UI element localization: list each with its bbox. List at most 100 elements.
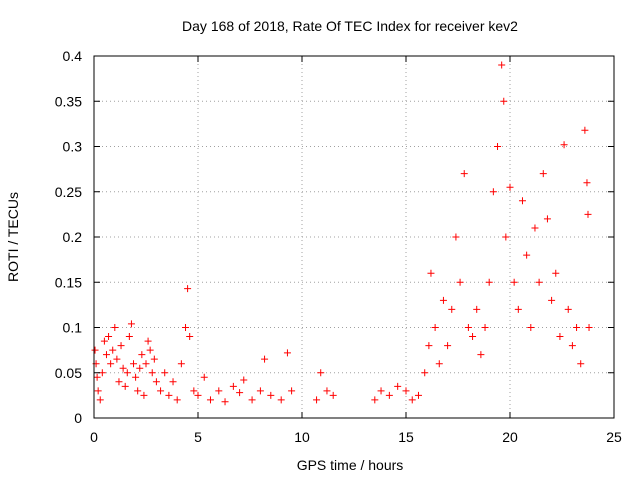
data-point — [115, 378, 123, 386]
data-point — [142, 360, 150, 368]
data-points — [91, 61, 593, 406]
plot-frame — [93, 55, 615, 419]
data-point — [113, 355, 121, 363]
data-point — [548, 296, 556, 304]
data-point — [200, 373, 208, 381]
data-point — [248, 396, 256, 404]
data-point — [585, 324, 593, 331]
data-point — [556, 333, 564, 341]
data-point — [127, 320, 135, 328]
data-point — [146, 346, 154, 354]
data-point — [96, 396, 104, 404]
data-point — [107, 360, 115, 368]
y-tick-label: 0.1 — [63, 320, 83, 336]
x-tick-label: 25 — [606, 429, 622, 445]
data-point — [119, 364, 127, 372]
data-point — [560, 141, 568, 149]
data-point — [100, 337, 108, 345]
x-tick-label: 20 — [502, 429, 518, 445]
data-point — [506, 183, 514, 191]
x-axis-label: GPS time / hours — [297, 457, 404, 473]
data-point — [111, 324, 119, 331]
data-point — [221, 398, 229, 406]
data-point — [535, 278, 543, 286]
data-point — [421, 369, 429, 377]
data-point — [132, 373, 140, 381]
data-point — [500, 97, 508, 105]
data-point — [564, 305, 572, 313]
data-point — [240, 376, 248, 384]
data-point — [456, 278, 464, 286]
data-point — [125, 333, 133, 341]
data-point — [425, 342, 433, 350]
data-point — [130, 360, 138, 368]
data-point — [323, 387, 331, 395]
data-point — [121, 382, 129, 390]
x-tick-label: 0 — [90, 429, 98, 445]
data-point — [173, 396, 181, 404]
grid-lines — [94, 56, 614, 418]
y-tick-labels: 0 0.05 0.1 0.15 0.2 0.25 0.3 0.35 0.4 — [55, 48, 82, 426]
y-tick-label: 0.25 — [55, 184, 82, 200]
data-point — [414, 391, 422, 399]
data-point — [136, 364, 144, 372]
data-point — [94, 387, 102, 395]
data-point — [583, 179, 591, 187]
y-tick-label: 0.35 — [55, 93, 82, 109]
data-point — [573, 324, 581, 331]
data-point — [394, 382, 402, 390]
data-point — [489, 188, 497, 196]
data-point — [329, 391, 337, 399]
y-tick-label: 0.3 — [63, 139, 83, 155]
data-point — [523, 251, 531, 259]
data-point — [552, 269, 560, 277]
data-point — [531, 224, 539, 232]
data-point — [485, 278, 493, 286]
data-point — [109, 346, 117, 354]
data-point — [93, 373, 101, 381]
data-point — [518, 197, 526, 205]
data-point — [510, 278, 518, 286]
data-point — [186, 333, 194, 341]
data-point — [91, 346, 99, 354]
data-point — [444, 342, 452, 350]
data-point — [215, 387, 223, 395]
data-point — [288, 387, 296, 395]
data-point — [182, 324, 190, 331]
data-point — [460, 170, 468, 178]
data-point — [577, 360, 585, 368]
data-point — [514, 305, 522, 313]
data-point — [177, 360, 185, 368]
data-point — [543, 215, 551, 223]
data-point — [377, 387, 385, 395]
data-point — [481, 324, 489, 331]
data-point — [267, 391, 275, 399]
data-point — [140, 391, 148, 399]
data-point — [206, 396, 214, 404]
data-point — [477, 351, 485, 359]
data-point — [498, 61, 506, 69]
chart-title: Day 168 of 2018, Rate Of TEC Index for r… — [182, 18, 518, 34]
data-point — [568, 342, 576, 350]
data-point — [317, 369, 325, 377]
data-point — [527, 324, 535, 331]
y-tick-label: 0.2 — [63, 229, 83, 245]
data-point — [261, 355, 269, 363]
data-point — [152, 378, 160, 386]
y-tick-label: 0.4 — [63, 48, 83, 64]
data-point — [283, 349, 291, 357]
y-axis-label: ROTI / TECUs — [5, 192, 21, 282]
data-point — [169, 378, 177, 386]
data-point — [448, 305, 456, 313]
data-point — [138, 351, 146, 359]
data-point — [435, 360, 443, 368]
data-point — [431, 324, 439, 331]
data-point — [148, 369, 156, 377]
data-point — [190, 387, 198, 395]
data-point — [473, 305, 481, 313]
data-point — [464, 324, 472, 331]
data-point — [184, 285, 192, 293]
data-point — [469, 333, 477, 341]
x-tick-labels: 0 5 10 15 20 25 — [90, 429, 622, 445]
